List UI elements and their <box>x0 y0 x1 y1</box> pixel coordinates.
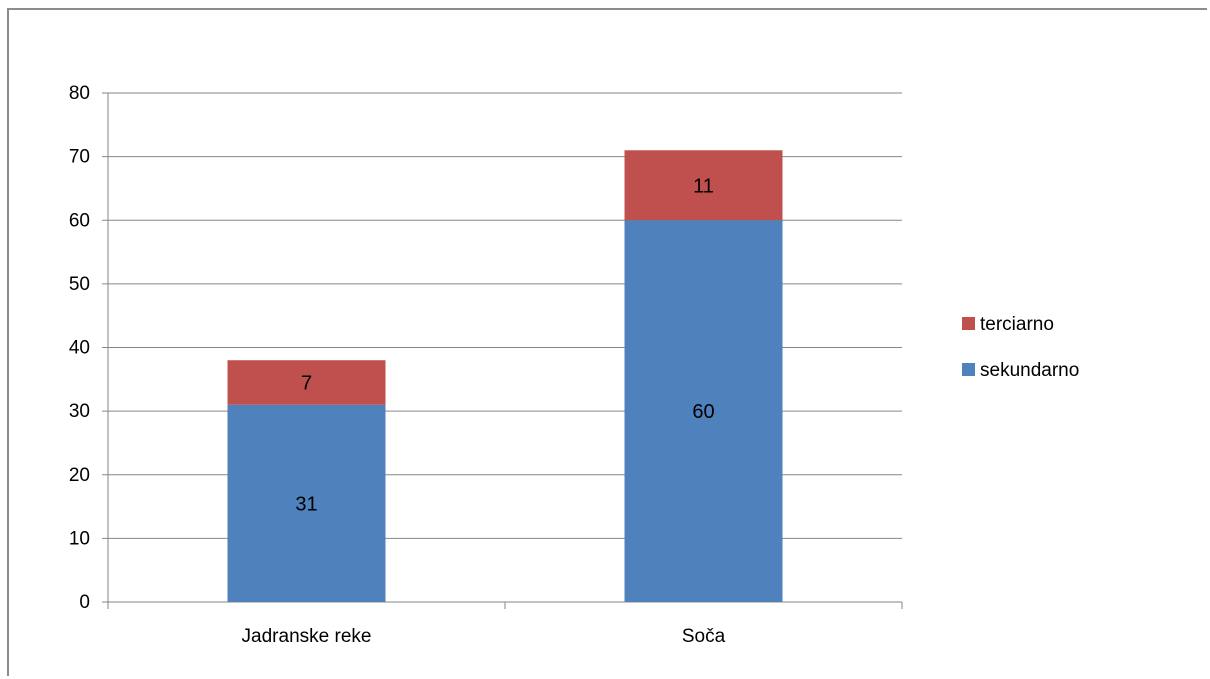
y-tick-label: 0 <box>79 592 90 613</box>
axes: 0 10 20 30 40 50 60 70 80 Jadranske reke Soča <box>69 83 903 647</box>
gridlines <box>108 92 902 539</box>
bar-segment-terciarno <box>227 360 386 405</box>
x-category-label: Soča <box>682 626 726 647</box>
bar-segment-sekundarno <box>624 220 783 602</box>
data-label: 11 <box>693 175 714 197</box>
data-labels: 31 7 60 11 <box>295 175 714 515</box>
legend-swatch <box>962 363 975 376</box>
bar-segment-sekundarno <box>227 404 386 602</box>
legend: terciarno sekundarno <box>962 314 1079 381</box>
legend-label: terciarno <box>980 314 1054 335</box>
legend-label: sekundarno <box>980 360 1079 381</box>
y-tick-label: 40 <box>69 338 90 359</box>
x-category-label: Jadranske reke <box>242 626 372 647</box>
bars <box>227 150 783 602</box>
legend-swatch <box>962 317 975 330</box>
data-label: 60 <box>692 401 714 423</box>
y-tick-label: 80 <box>69 83 90 104</box>
y-tick-label: 50 <box>69 274 90 295</box>
bar-segment-terciarno <box>624 150 783 221</box>
chart-frame <box>7 8 1207 676</box>
data-label: 7 <box>301 372 312 394</box>
y-tick-label: 10 <box>69 528 90 549</box>
y-tick-label: 30 <box>69 401 90 422</box>
y-tick-label: 70 <box>69 147 90 168</box>
y-tick-label: 60 <box>69 210 90 231</box>
data-label: 31 <box>295 493 317 515</box>
y-tick-label: 20 <box>69 465 90 486</box>
